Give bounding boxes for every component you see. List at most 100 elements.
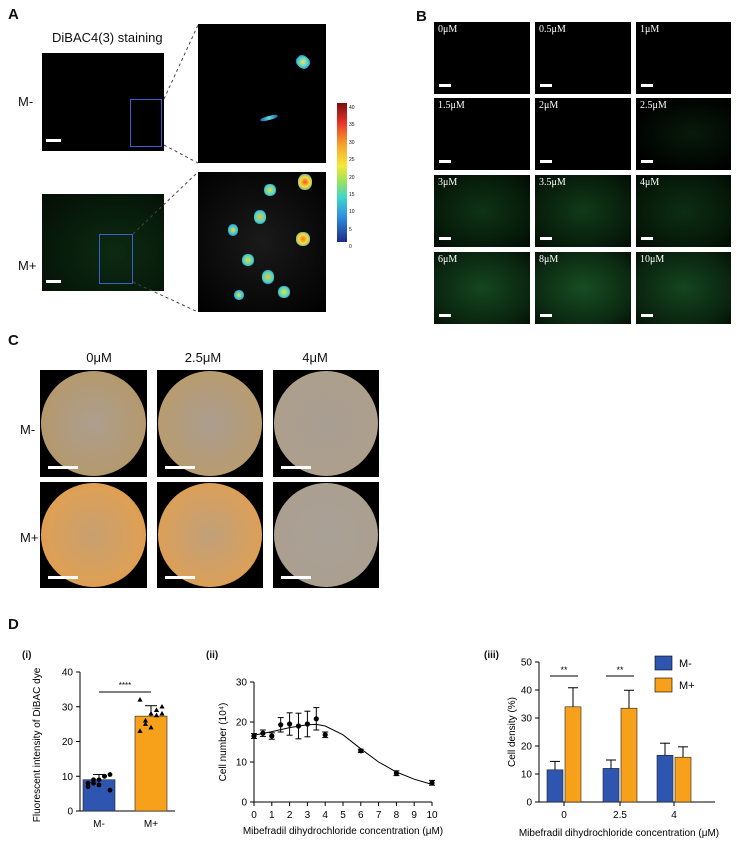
y-axis-label: Fluorescent intensity of DiBAC dye [32,667,43,822]
panel-label-c: C [8,332,19,349]
data-point [137,697,143,702]
micrograph-b-10: 8μM [535,252,631,324]
cell-spot [242,254,254,266]
data-point [159,710,165,716]
data-point [91,777,96,783]
data-point [137,728,143,733]
x-tick-label: 10 [426,810,438,821]
bar [564,706,582,803]
micrograph-b-5: 2.5μM [636,98,731,170]
significance-label: ** [616,665,624,675]
micrograph-m-minus [42,53,164,151]
cell-spot [293,52,313,72]
bar [674,756,692,803]
colorbar-tick: 40 [349,105,355,111]
legend: M- M+ [654,655,695,693]
scale-bar [281,466,311,469]
scale-bar [281,576,311,579]
y-tick-label: 10 [62,772,74,783]
conc-label: 2μM [539,100,559,111]
dish-well [158,371,262,476]
colorbar-tick: 25 [349,157,355,164]
column-header-2: 4μM [302,350,328,365]
dish-well [158,483,262,587]
data-point [393,770,399,776]
panel-a-row-m-plus: M+ [18,258,37,273]
conc-label: 10μM [640,254,665,265]
micrograph-b-0: 0μM [434,22,530,94]
x-tick-label: 0 [561,810,567,821]
y-tick-label: 50 [521,658,533,669]
cell-spot [264,184,276,196]
x-tick-label: 4 [322,810,328,821]
dish-well [41,371,146,476]
y-tick-label: 0 [526,798,532,809]
data-point [313,716,319,722]
y-axis-label: Cell number (10⁴) [218,703,229,782]
micrograph-b-3: 1.5μM [434,98,530,170]
data-point [85,780,91,786]
chart-d-ii: 0 10 20 30 0 1 2 3 4 5 6 7 8 9 10 Cell number (10⁴) Mi… [218,678,443,838]
scale-bar [439,84,451,87]
significance-label: ** [560,665,568,675]
cell-spot [278,286,290,298]
colorbar-tick: 35 [349,122,355,129]
zoom-box [99,234,133,284]
data-point [260,730,266,736]
scale-bar [48,466,78,469]
x-tick-label: 3 [305,810,311,821]
dish-well [274,371,378,476]
bar [602,768,620,803]
x-tick-label: 0 [251,810,257,821]
colorbar-tick: 30 [349,139,355,146]
colorbar-tick: 15 [349,192,355,199]
colorbar-ticks: 40 35 30 25 20 15 10 5 0 [349,100,369,250]
x-tick-label: 1 [269,810,275,821]
data-point [148,710,154,716]
conc-label: 6μM [438,254,458,265]
micrograph-b-11: 10μM [636,252,731,324]
y-tick-label: 10 [236,758,248,769]
data-point [269,733,275,739]
significance-label: **** [119,681,131,690]
dish-m-plus-0 [40,482,147,588]
colorbar-tick: 20 [349,174,355,181]
x-tick-label: M- [93,819,105,830]
panel-a-title: DiBAC4(3) staining [52,30,163,45]
x-tick-label: 6 [358,810,364,821]
panel-label-d: D [8,616,19,633]
scale-bar [540,84,552,87]
scale-bar [439,237,451,240]
x-tick-label: 2 [287,810,293,821]
dish-m-plus-1 [157,482,263,588]
data-point [304,721,310,727]
data-point [96,777,102,783]
scale-bar [165,466,195,469]
micrograph-b-8: 4μM [636,175,731,247]
panel-label-a: A [8,6,19,23]
colorbar-tick: 0 [349,244,352,251]
y-tick-label: 20 [236,718,248,729]
x-tick-label: 7 [376,810,382,821]
data-point [153,712,160,718]
data-point [429,780,435,786]
y-tick-label: 40 [521,686,533,697]
column-header-0: 0μM [86,350,112,365]
cell-spot [259,113,279,123]
scale-bar [641,84,653,87]
sublabel-iii: (iii) [484,650,499,661]
heatmap-zoom-m-minus [198,24,326,163]
scale-bar [641,160,653,163]
dish-m-minus-1 [157,370,263,477]
conc-label: 2.5μM [640,100,667,111]
y-tick-label: 30 [236,678,248,689]
x-tick-label: 2.5 [613,810,627,821]
sublabel-ii: (ii) [206,650,219,661]
cell-spot [228,224,238,236]
chart-d-i: 0 10 20 30 40 Fluorescent intensity of DiBAC… [32,667,175,830]
micrograph-b-6: 3μM [434,175,530,247]
colorbar-tick: 10 [349,209,355,216]
chart-marks: 0 10 20 30 40 [62,668,168,818]
dish-well [274,483,378,587]
data-point [295,723,302,729]
